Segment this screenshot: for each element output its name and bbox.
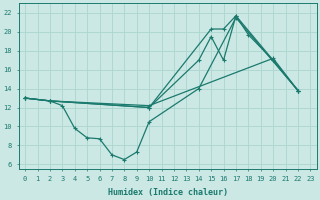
X-axis label: Humidex (Indice chaleur): Humidex (Indice chaleur) <box>108 188 228 197</box>
